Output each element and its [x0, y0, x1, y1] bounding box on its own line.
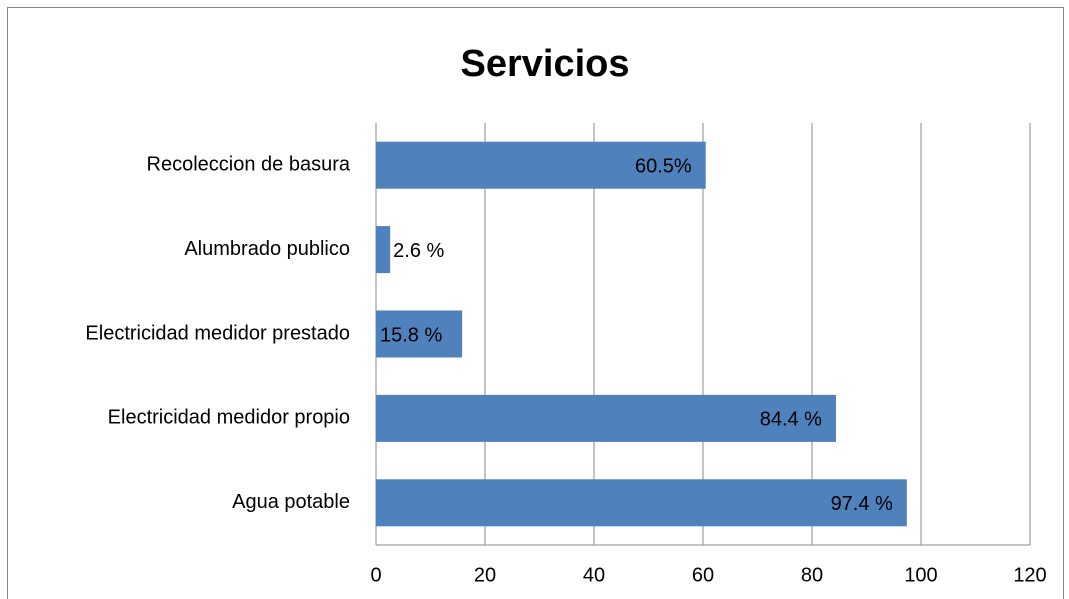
x-tick-label: 20: [474, 564, 496, 586]
x-tick-label: 120: [1013, 564, 1046, 586]
x-tick-label: 80: [801, 564, 823, 586]
data-label: 15.8 %: [380, 324, 442, 346]
y-tick-label: Alumbrado publico: [184, 238, 350, 260]
bar: [376, 226, 391, 274]
x-tick-label: 40: [583, 564, 605, 586]
data-label: 2.6 %: [393, 240, 444, 262]
chart-title: Servicios: [461, 43, 630, 85]
y-tick-label: Agua potable: [232, 491, 350, 513]
y-tick-label: Electricidad medidor propio: [108, 407, 350, 429]
x-tick-label: 0: [370, 564, 381, 586]
bar: [376, 141, 706, 189]
x-tick-label: 100: [904, 564, 937, 586]
data-label: 60.5%: [635, 155, 692, 177]
y-tick-label: Electricidad medidor prestado: [85, 322, 350, 344]
bar: [376, 310, 463, 358]
bar: [376, 394, 836, 442]
x-tick-label: 60: [692, 564, 714, 586]
y-tick-label: Recoleccion de basura: [147, 153, 351, 175]
data-label: 97.4 %: [831, 493, 893, 515]
bar: [376, 479, 907, 527]
data-label: 84.4 %: [760, 409, 822, 431]
